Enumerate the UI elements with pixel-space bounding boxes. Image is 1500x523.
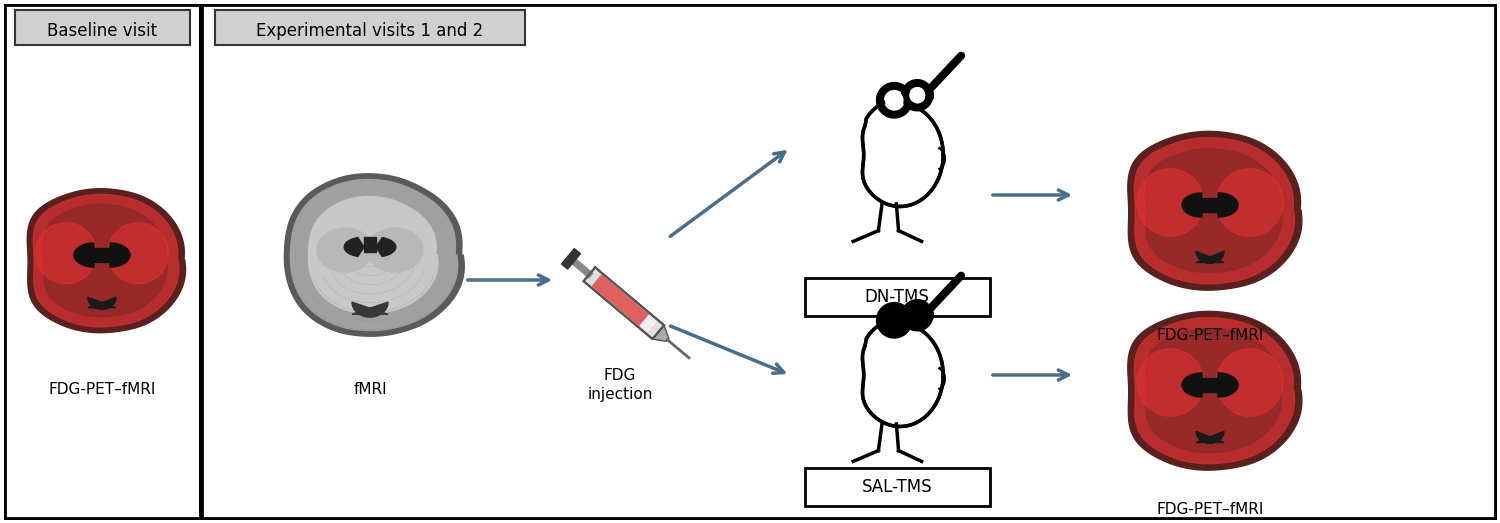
Polygon shape	[1182, 373, 1202, 397]
Polygon shape	[108, 223, 168, 284]
Polygon shape	[592, 275, 657, 332]
Text: Baseline visit: Baseline visit	[46, 22, 158, 40]
Polygon shape	[862, 99, 944, 207]
FancyBboxPatch shape	[202, 5, 1496, 518]
Polygon shape	[880, 306, 909, 335]
Polygon shape	[1218, 373, 1237, 397]
Polygon shape	[572, 259, 592, 278]
Polygon shape	[1146, 328, 1281, 452]
Polygon shape	[1196, 431, 1224, 444]
Polygon shape	[376, 237, 396, 256]
Polygon shape	[1128, 311, 1302, 470]
Text: FDG
injection: FDG injection	[588, 368, 652, 402]
Polygon shape	[1182, 193, 1202, 217]
Polygon shape	[1202, 378, 1218, 392]
Polygon shape	[316, 228, 374, 272]
Polygon shape	[885, 92, 903, 109]
Polygon shape	[652, 325, 669, 342]
Polygon shape	[1134, 317, 1294, 464]
Polygon shape	[1216, 169, 1282, 236]
Polygon shape	[1128, 131, 1302, 290]
Text: FDG-PET–fMRI: FDG-PET–fMRI	[1156, 503, 1263, 517]
Polygon shape	[1137, 349, 1204, 416]
FancyBboxPatch shape	[214, 10, 525, 45]
Text: fMRI: fMRI	[352, 382, 387, 397]
Polygon shape	[88, 298, 116, 310]
Polygon shape	[1134, 138, 1294, 284]
Polygon shape	[1218, 193, 1237, 217]
Polygon shape	[584, 267, 664, 339]
Polygon shape	[862, 319, 944, 426]
Polygon shape	[94, 248, 110, 262]
Polygon shape	[1137, 169, 1204, 236]
FancyBboxPatch shape	[15, 10, 190, 45]
Polygon shape	[904, 303, 930, 327]
Polygon shape	[33, 195, 178, 327]
FancyBboxPatch shape	[806, 468, 990, 506]
Polygon shape	[27, 189, 186, 333]
Polygon shape	[285, 174, 464, 336]
Polygon shape	[352, 302, 388, 317]
Polygon shape	[1196, 251, 1224, 263]
Text: Experimental visits 1 and 2: Experimental visits 1 and 2	[256, 22, 483, 40]
Polygon shape	[309, 197, 438, 313]
Polygon shape	[910, 88, 924, 103]
FancyBboxPatch shape	[4, 5, 200, 518]
Polygon shape	[561, 248, 580, 269]
Polygon shape	[1202, 198, 1218, 212]
Polygon shape	[44, 204, 166, 317]
Text: SAL-TMS: SAL-TMS	[861, 478, 933, 496]
Polygon shape	[36, 223, 96, 284]
Polygon shape	[368, 228, 423, 272]
Polygon shape	[291, 179, 458, 331]
Text: DN-TMS: DN-TMS	[864, 288, 930, 306]
Polygon shape	[364, 237, 376, 252]
FancyBboxPatch shape	[806, 278, 990, 316]
Polygon shape	[1216, 349, 1282, 416]
Polygon shape	[640, 315, 657, 332]
Polygon shape	[344, 237, 364, 256]
Polygon shape	[74, 243, 94, 267]
Polygon shape	[1146, 149, 1281, 272]
Polygon shape	[110, 243, 130, 267]
FancyBboxPatch shape	[4, 5, 1496, 518]
Text: FDG-PET–fMRI: FDG-PET–fMRI	[1156, 327, 1263, 343]
Text: FDG-PET–fMRI: FDG-PET–fMRI	[48, 382, 156, 397]
